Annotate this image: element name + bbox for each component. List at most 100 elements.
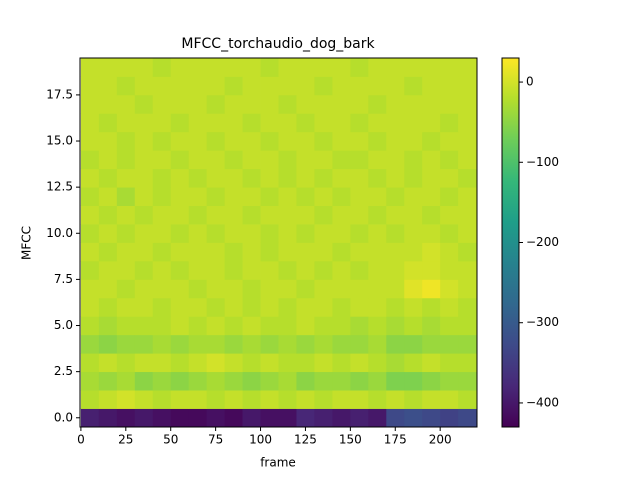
heatmap-cell	[152, 94, 172, 114]
heatmap-cell	[440, 371, 459, 391]
heatmap-cell	[386, 58, 405, 77]
heatmap-cell	[224, 131, 243, 151]
heatmap-cell	[242, 76, 261, 96]
heatmap-cell	[224, 408, 243, 428]
heatmap-cell	[80, 242, 100, 262]
heatmap-cell	[170, 242, 190, 262]
heatmap-cell	[98, 168, 118, 188]
heatmap-cell	[458, 353, 477, 373]
heatmap-cell	[116, 297, 136, 317]
heatmap-cell	[332, 150, 351, 170]
heatmap-cell	[170, 58, 190, 77]
heatmap-cell	[422, 242, 441, 262]
heatmap-cell	[278, 408, 297, 428]
heatmap-cell	[458, 260, 477, 280]
heatmap-cell	[440, 316, 459, 336]
heatmap-cell	[458, 224, 477, 243]
x-tick-label: 0	[77, 433, 85, 447]
heatmap-cell	[332, 187, 351, 206]
heatmap-cell	[260, 113, 279, 133]
colorbar-tick-label: −400	[526, 395, 559, 409]
heatmap-cell	[80, 334, 100, 354]
heatmap-cell	[440, 297, 459, 317]
heatmap-cell	[314, 168, 333, 188]
heatmap-cell	[440, 260, 459, 280]
heatmap-cell	[458, 242, 477, 262]
heatmap-cell	[134, 58, 154, 77]
heatmap-cell	[350, 94, 369, 114]
heatmap-cell	[188, 390, 208, 409]
heatmap-cell	[332, 408, 351, 428]
heatmap-cell	[134, 242, 154, 262]
heatmap-cell	[278, 316, 297, 336]
heatmap-cell	[440, 113, 459, 133]
x-axis-label: frame	[260, 456, 296, 470]
heatmap-cell	[350, 224, 369, 243]
heatmap-cell	[368, 224, 387, 243]
heatmap-cell	[404, 390, 423, 409]
heatmap-cell	[170, 205, 190, 225]
heatmap-cell	[170, 113, 190, 133]
heatmap-cell	[332, 316, 351, 336]
heatmap-cell	[404, 224, 423, 243]
heatmap-cell	[350, 408, 369, 428]
heatmap-cell	[206, 58, 226, 77]
heatmap-cell	[206, 113, 226, 133]
heatmap-cell	[224, 390, 243, 409]
heatmap-cell	[368, 58, 387, 77]
heatmap-cell	[440, 94, 459, 114]
heatmap-cell	[386, 297, 405, 317]
heatmap-cell	[152, 297, 172, 317]
heatmap-cell	[440, 131, 459, 151]
heatmap-cell	[404, 408, 423, 428]
heatmap-cell	[242, 94, 261, 114]
heatmap-cell	[440, 242, 459, 262]
heatmap-cell	[458, 150, 477, 170]
heatmap-cell	[440, 205, 459, 225]
heatmap-cell	[188, 187, 208, 206]
heatmap-cell	[260, 224, 279, 243]
heatmap-cell	[422, 168, 441, 188]
heatmap-cell	[458, 131, 477, 151]
heatmap-cell	[332, 279, 351, 299]
heatmap-cell	[98, 113, 118, 133]
heatmap-cell	[296, 279, 315, 299]
heatmap-cell	[80, 150, 100, 170]
heatmap-cell	[422, 187, 441, 206]
heatmap-cell	[332, 353, 351, 373]
heatmap-cell	[440, 58, 459, 77]
heatmap-cell	[296, 334, 315, 354]
heatmap-cell	[314, 58, 333, 77]
heatmap-cell	[350, 260, 369, 280]
heatmap-cell	[368, 113, 387, 133]
heatmap-cell	[332, 224, 351, 243]
heatmap-cell	[278, 113, 297, 133]
heatmap-cell	[98, 297, 118, 317]
heatmap-cell	[152, 316, 172, 336]
colorbar-tick-label: −300	[526, 315, 559, 329]
heatmap-cell	[350, 242, 369, 262]
heatmap-cell	[224, 187, 243, 206]
heatmap-cell	[314, 224, 333, 243]
heatmap-cell	[134, 334, 154, 354]
heatmap-cell	[134, 76, 154, 96]
heatmap-cell	[80, 131, 100, 151]
heatmap-cell	[260, 279, 279, 299]
heatmap-cell	[278, 297, 297, 317]
heatmap-cell	[98, 353, 118, 373]
heatmap-cell	[386, 390, 405, 409]
heatmap-cell	[80, 113, 100, 133]
heatmap-cell	[80, 353, 100, 373]
heatmap-cell	[188, 260, 208, 280]
heatmap-cell	[368, 371, 387, 391]
heatmap-cell	[368, 205, 387, 225]
x-tick-label: 125	[294, 433, 317, 447]
heatmap-cell	[314, 76, 333, 96]
heatmap-cell	[350, 187, 369, 206]
heatmap-cell	[404, 113, 423, 133]
heatmap-cell	[350, 205, 369, 225]
heatmap-cell	[98, 408, 118, 428]
heatmap-cell	[206, 408, 226, 428]
heatmap-cell	[404, 334, 423, 354]
heatmap-cell	[242, 113, 261, 133]
